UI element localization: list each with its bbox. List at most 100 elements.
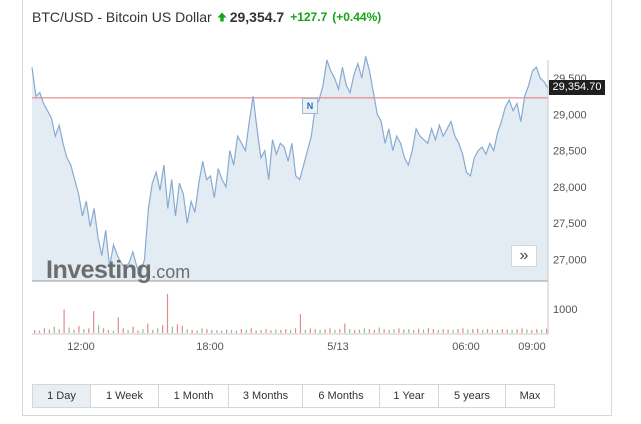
tab-3-months[interactable]: 3 Months — [229, 385, 303, 407]
volume-bar — [378, 327, 380, 333]
volume-bar — [142, 329, 144, 333]
volume-bar — [467, 329, 469, 333]
volume-bar — [408, 329, 410, 333]
volume-bar — [294, 328, 297, 333]
last-price: 29,354.7 — [229, 9, 285, 25]
volume-bar — [457, 329, 459, 333]
price-change: +127.7 — [290, 10, 328, 24]
tab-5-years[interactable]: 5 years — [439, 385, 506, 407]
volume-bar — [290, 329, 292, 333]
volume-bar — [240, 329, 242, 333]
x-tick-label: 12:00 — [67, 341, 95, 353]
volume-bar — [196, 330, 198, 333]
tab-1-day[interactable]: 1 Day — [33, 385, 91, 407]
volume-bar — [181, 325, 183, 333]
volume-bar — [501, 329, 503, 333]
volume-bar — [255, 330, 257, 333]
volume-bar — [437, 329, 439, 333]
news-marker[interactable]: N — [302, 98, 318, 114]
volume-bar — [265, 329, 267, 333]
volume-bar — [162, 325, 164, 333]
volume-bar — [368, 329, 370, 333]
volume-bar — [339, 329, 341, 333]
y-tick-label: 29,000 — [553, 109, 587, 121]
volume-bar — [477, 328, 479, 333]
volume-bar — [432, 329, 434, 333]
tab-1-year[interactable]: 1 Year — [380, 385, 439, 407]
volume-bar — [147, 323, 149, 333]
volume-bar — [358, 329, 361, 333]
volume-bar — [245, 329, 247, 333]
volume-bar — [53, 326, 55, 333]
price-chart[interactable]: 29,50029,00028,50028,00027,50027,0001000… — [0, 0, 641, 380]
volume-bar — [171, 326, 173, 333]
volume-bar — [260, 329, 262, 333]
volume-bar — [427, 328, 429, 333]
last-price-axis-label: 29,354.70 — [549, 80, 605, 95]
volume-bar — [191, 329, 193, 333]
volume-bar — [122, 328, 124, 333]
volume-bar — [393, 329, 395, 333]
logo-wordmark: Investing — [46, 256, 152, 284]
volume-bar — [546, 328, 548, 333]
volume-bar — [304, 329, 306, 333]
volume-bar — [398, 328, 400, 333]
volume-bar — [452, 329, 454, 333]
price-change-percent: (+0.44%) — [332, 10, 382, 24]
volume-bar — [230, 329, 233, 333]
volume-bar — [299, 314, 301, 333]
volume-bar — [442, 329, 444, 333]
volume-bar — [48, 329, 50, 333]
y-tick-label: 28,500 — [553, 146, 587, 158]
volume-bar — [63, 309, 65, 333]
tab-max[interactable]: Max — [506, 385, 554, 407]
volume-bar — [506, 329, 508, 333]
tab-1-week[interactable]: 1 Week — [91, 385, 159, 407]
volume-bar — [275, 329, 277, 333]
volume-bar — [250, 328, 252, 333]
volume-bar — [216, 330, 218, 333]
volume-bar — [152, 329, 154, 333]
volume-bar — [536, 329, 538, 333]
x-tick-label: 5/13 — [327, 341, 348, 353]
volume-bar — [221, 330, 223, 333]
volume-bar — [176, 324, 178, 333]
volume-bar — [516, 329, 518, 333]
volume-bar — [363, 328, 365, 333]
tab-6-months[interactable]: 6 Months — [303, 385, 380, 407]
volume-bar — [309, 328, 311, 333]
scroll-forward-button[interactable]: » — [511, 245, 537, 267]
instrument-title: BTC/USD - Bitcoin US Dollar — [32, 9, 212, 25]
volume-bar — [270, 330, 272, 333]
volume-bar — [491, 329, 493, 333]
volume-bar — [354, 329, 356, 333]
logo-suffix: .com — [151, 262, 191, 282]
volume-bar — [496, 329, 498, 333]
volume-bar — [132, 326, 134, 333]
volume-bar — [102, 328, 105, 333]
chart-widget-frame — [22, 0, 612, 416]
volume-tick-label: 1000 — [553, 304, 577, 316]
volume-bar — [186, 329, 188, 333]
volume-bar — [334, 329, 336, 333]
volume-bar — [511, 329, 513, 333]
volume-bar — [422, 329, 425, 333]
volume-bar — [206, 329, 208, 333]
price-series-line — [31, 56, 549, 276]
volume-bar — [314, 329, 316, 333]
volume-bar — [137, 330, 139, 333]
volume-bar — [88, 328, 90, 333]
tab-1-month[interactable]: 1 Month — [159, 385, 229, 407]
volume-bar — [34, 329, 36, 333]
quote-header: BTC/USD - Bitcoin US Dollar 29,354.7 +12… — [32, 7, 381, 27]
volume-bar — [388, 329, 390, 333]
volume-bar — [521, 328, 523, 333]
volume-bar — [383, 329, 385, 333]
volume-bar — [403, 329, 405, 333]
volume-bar — [526, 329, 528, 333]
volume-bar — [373, 329, 375, 333]
volume-bar — [541, 329, 543, 333]
volume-bar — [201, 328, 203, 333]
volume-bar — [324, 329, 326, 333]
volume-bar — [418, 328, 420, 333]
